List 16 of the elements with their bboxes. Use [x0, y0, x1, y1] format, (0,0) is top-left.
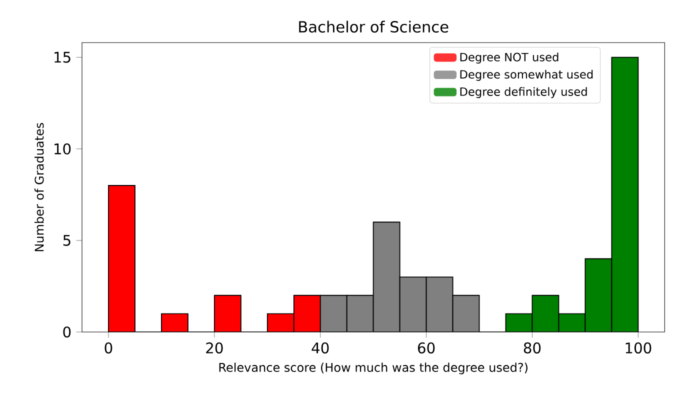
x-tick-label: 60 — [418, 342, 435, 354]
y-tick-label: 10 — [54, 143, 71, 154]
x-tick-label: 0 — [104, 342, 112, 354]
chart-title: Bachelor of Science — [299, 20, 448, 33]
legend-label: Degree somewhat used — [460, 70, 593, 81]
y-tick-label: 0 — [63, 326, 71, 338]
x-tick-label: 80 — [524, 342, 541, 354]
legend-label: Degree NOT used — [460, 52, 558, 64]
x-tick-label: 20 — [206, 342, 223, 354]
y-axis-title: Number of Graduates — [34, 122, 44, 252]
x-axis-title: Relevance score (How much was the degree used?) — [219, 362, 528, 374]
y-tick-label: 5 — [63, 234, 70, 246]
legend-label: Degree definitely used — [460, 87, 587, 98]
x-tick-label: 40 — [312, 342, 329, 354]
x-tick-label: 100 — [626, 342, 652, 354]
y-tick-label: 15 — [54, 52, 70, 63]
